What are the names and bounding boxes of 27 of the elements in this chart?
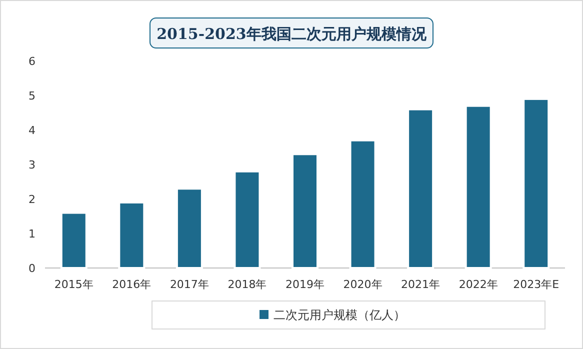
y-tick-label: 0: [28, 262, 36, 275]
x-tick-label: 2019年: [286, 278, 324, 291]
y-tick-label: 4: [28, 124, 36, 137]
x-tick-label: 2021年: [401, 278, 440, 291]
bar: [292, 153, 318, 269]
x-tick-label: 2020年: [343, 278, 382, 291]
x-tick-label: 2017年: [170, 278, 209, 291]
bar: [407, 108, 434, 269]
bar: [522, 98, 550, 269]
x-tick-label: 2016年: [112, 278, 152, 291]
bar: [176, 188, 203, 269]
y-tick-label: 6: [28, 55, 36, 68]
bar: [349, 139, 376, 269]
bar: [60, 212, 88, 269]
legend-label: 二次元用户规模（亿人）: [274, 308, 406, 322]
y-tick-label: 1: [28, 228, 36, 240]
x-tick-label: 2023年E: [513, 278, 560, 291]
bar: [118, 201, 146, 269]
bar: [464, 104, 492, 269]
chart-title: 2015-2023年我国二次元用户规模情况: [156, 25, 428, 43]
x-tick-label: 2015年: [54, 278, 94, 291]
y-tick-label: 3: [28, 158, 36, 172]
x-tick-label: 2018年: [228, 278, 267, 291]
bar: [234, 170, 261, 269]
x-tick-label: 2022年: [458, 278, 498, 291]
y-tick-label: 5: [28, 90, 36, 102]
y-tick-label: 2: [28, 193, 36, 206]
